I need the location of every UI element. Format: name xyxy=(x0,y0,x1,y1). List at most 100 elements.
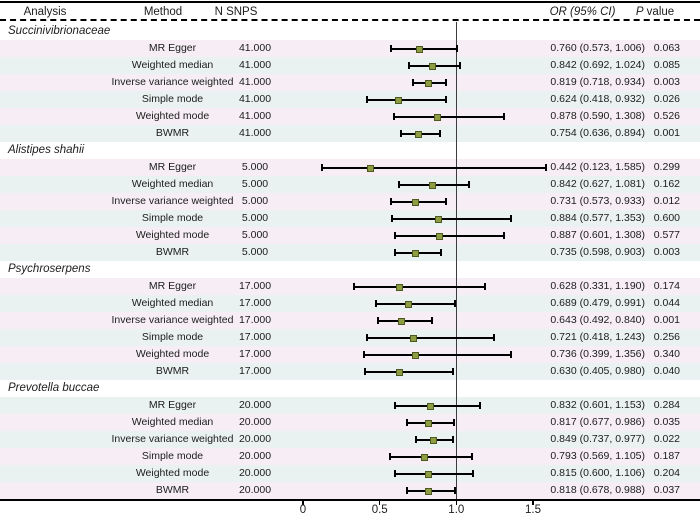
n-snps-value: 17.000 xyxy=(238,297,272,309)
n-snps-value: 5.000 xyxy=(241,229,269,241)
ci-cap-left xyxy=(390,215,393,222)
p-value: 0.577 xyxy=(653,229,680,241)
x-axis-tick xyxy=(532,501,534,505)
ci-cap-left xyxy=(408,62,411,69)
method-label: Weighted mode xyxy=(135,229,210,241)
ci-cap-right xyxy=(502,113,505,120)
group-title-row: Psychroserpens xyxy=(0,261,700,278)
n-snps-value: 41.000 xyxy=(238,59,272,71)
ci-cap-right xyxy=(453,419,456,426)
p-rest: value xyxy=(643,6,675,18)
or-marker xyxy=(420,453,428,461)
column-header-method: Method xyxy=(143,6,183,18)
or-ci-value: 0.832 (0.601, 1.153) xyxy=(550,399,645,411)
ci-cap-right xyxy=(453,487,456,494)
or-ci-value: 0.815 (0.600, 1.106) xyxy=(550,467,645,479)
ci-cap-left xyxy=(394,470,396,477)
p-value: 0.162 xyxy=(653,178,680,190)
x-axis-tick-label: 0 xyxy=(299,504,307,516)
or-ci-value: 0.842 (0.627, 1.081) xyxy=(550,178,645,190)
forest-row: MR Egger 17.000 0.628 (0.331, 1.190) 0.174 xyxy=(0,278,700,295)
ci-cap-left xyxy=(405,419,408,426)
ci-line xyxy=(364,353,511,356)
column-header-or-ci: OR (95% CI) xyxy=(549,6,616,18)
or-ci-value: 0.818 (0.678, 0.988) xyxy=(550,484,645,496)
or-marker xyxy=(434,113,442,121)
ci-cap-left xyxy=(366,334,369,341)
method-label: Weighted mode xyxy=(135,348,210,360)
forest-row: BWMR 17.000 0.630 (0.405, 0.980) 0.040 xyxy=(0,363,700,380)
ci-line xyxy=(390,455,473,458)
or-marker xyxy=(367,164,375,172)
p-value: 0.003 xyxy=(653,246,680,258)
forest-row: Simple mode 41.000 0.624 (0.418, 0.932) 0.0… xyxy=(0,91,700,108)
method-label: Weighted median xyxy=(131,178,214,190)
group-title-row: Succinivibrionaceae xyxy=(0,23,700,40)
p-value: 0.022 xyxy=(653,433,680,445)
ci-cap-left xyxy=(394,402,397,409)
forest-row: Simple mode 20.000 0.793 (0.569, 1.105) 0.1… xyxy=(0,448,700,465)
n-snps-value: 17.000 xyxy=(238,348,272,360)
x-axis-tick xyxy=(302,501,304,505)
header-divider-dashed xyxy=(0,19,700,21)
or-ci-value: 0.760 (0.573, 1.006) xyxy=(550,42,645,54)
column-header-p-value: P value xyxy=(622,4,688,20)
or-ci-value: 0.884 (0.577, 1.353) xyxy=(550,212,645,224)
p-value: 0.600 xyxy=(653,212,680,224)
ci-cap-right xyxy=(509,215,512,222)
ci-cap-left xyxy=(394,232,397,239)
ci-line xyxy=(393,115,504,118)
or-marker xyxy=(412,351,420,359)
ci-cap-left xyxy=(389,45,392,52)
ci-cap-left xyxy=(389,453,392,460)
ci-cap-right xyxy=(545,164,548,171)
forest-row: BWMR 41.000 0.754 (0.636, 0.894) 0.001 xyxy=(0,125,700,142)
group-title: Alistipes shahii xyxy=(8,144,85,156)
method-label: BWMR xyxy=(155,246,190,258)
p-value: 0.040 xyxy=(653,365,680,377)
n-snps-value: 20.000 xyxy=(238,484,272,496)
method-label: Weighted median xyxy=(131,297,214,309)
n-snps-value: 41.000 xyxy=(238,127,272,139)
ci-line xyxy=(321,166,547,169)
ci-cap-right xyxy=(492,334,495,341)
ci-cap-right xyxy=(451,436,454,443)
top-border-line xyxy=(0,1,700,3)
or-ci-value: 0.442 (0.123, 1.585) xyxy=(550,161,645,173)
forest-row: Weighted median 20.000 0.817 (0.677, 0.986… xyxy=(0,414,700,431)
ci-cap-left xyxy=(415,436,417,443)
or-marker xyxy=(435,215,443,223)
forest-row: Simple mode 5.000 0.884 (0.577, 1.353) 0.60… xyxy=(0,210,700,227)
ci-cap-right xyxy=(440,249,443,256)
n-snps-value: 5.000 xyxy=(241,161,269,173)
p-value: 0.299 xyxy=(653,161,680,173)
ci-cap-right xyxy=(502,232,505,239)
or-marker xyxy=(410,334,418,342)
reference-line xyxy=(456,22,458,499)
ci-line xyxy=(395,472,473,475)
method-label: Weighted median xyxy=(131,416,214,428)
forest-row: BWMR 5.000 0.735 (0.598, 0.903) 0.003 xyxy=(0,244,700,261)
ci-cap-right xyxy=(467,181,470,188)
p-value: 0.174 xyxy=(653,280,680,292)
ci-cap-left xyxy=(352,283,355,290)
ci-cap-left xyxy=(406,487,408,494)
or-marker xyxy=(425,487,432,495)
or-marker xyxy=(398,317,406,325)
method-label: MR Egger xyxy=(148,280,197,292)
ci-cap-right xyxy=(471,470,474,477)
or-marker xyxy=(435,232,443,240)
ci-line xyxy=(391,217,511,220)
method-label: Weighted median xyxy=(131,59,214,71)
or-marker xyxy=(395,96,403,104)
ci-cap-left xyxy=(399,130,402,137)
ci-line xyxy=(353,285,486,288)
ci-cap-right xyxy=(444,96,447,103)
n-snps-value: 5.000 xyxy=(241,178,269,190)
p-value: 0.204 xyxy=(653,467,680,479)
or-marker xyxy=(396,368,404,376)
forest-row: Weighted mode 41.000 0.878 (0.590, 1.308) 0… xyxy=(0,108,700,125)
or-ci-value: 0.689 (0.479, 0.991) xyxy=(550,297,645,309)
method-label: Simple mode xyxy=(141,331,204,343)
